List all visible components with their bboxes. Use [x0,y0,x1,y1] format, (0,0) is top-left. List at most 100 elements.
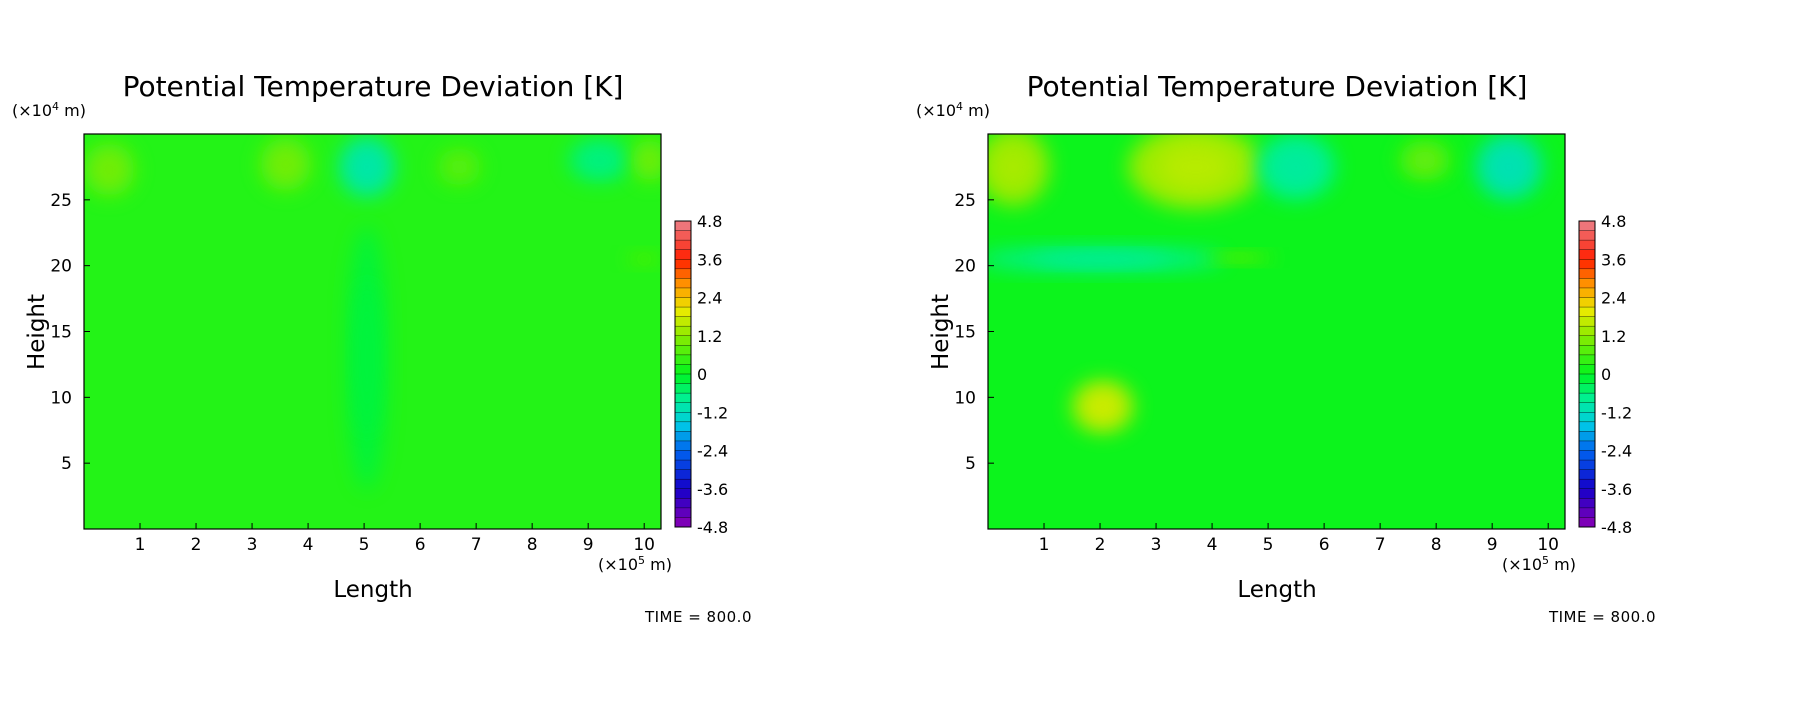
colorbar-tick-label: 1.2 [1601,327,1626,346]
colorbar-band [1579,240,1595,250]
colorbar-band [1579,335,1595,346]
y-tick-label: 25 [954,191,976,211]
x-tick-label: 6 [1319,535,1330,555]
x-tick-label: 4 [1207,535,1218,555]
y-axis-title: Height [928,294,954,370]
colorbar-tick-label: 3.6 [1601,250,1626,269]
colorbar-band [1579,450,1595,461]
colorbar-band [1579,393,1595,403]
colorbar-band [1579,412,1595,423]
colorbar-band [1579,364,1595,375]
colorbar-band [1579,469,1595,480]
colorbar-tick-label: -4.8 [1601,518,1632,537]
plot-panel-left: Potential Temperature Deviation [K] (×104… [12,70,752,626]
x-tick-label: 9 [1487,535,1498,555]
heatmap-feature-core-6 [1085,392,1120,422]
colorbar-band [675,345,691,356]
x-tick-label: 2 [191,535,202,555]
x-tick-label: 10 [633,535,655,555]
y-tick-label: 20 [954,257,976,277]
colorbar-tick-label: 1.2 [697,327,722,346]
colorbar-band [675,374,691,384]
colorbar-tick-label: -1.2 [1601,403,1632,422]
colorbar-tick-label: 4.8 [1601,212,1626,231]
heatmap-feature-core-5 [640,148,660,172]
colorbar-band [1579,374,1595,384]
x-tick-label: 8 [527,535,538,555]
colorbar-band [1579,354,1595,365]
colorbar-band [675,517,691,528]
heatmap-feature-core-6 [356,285,378,431]
x-unit-label: (×105 m) [598,554,672,574]
colorbar-band [1579,460,1595,470]
colorbar-band [675,402,691,413]
colorbar-band [1579,431,1595,442]
colorbar-tick-label: -1.2 [697,403,728,422]
heatmap-feature-core-3 [1411,149,1439,172]
heatmap-feature-core-4 [1490,148,1528,186]
colorbar-band [675,326,691,337]
colorbar-band [1579,479,1595,490]
y-unit-label: (×104 m) [916,100,990,120]
time-label: TIME = 800.0 [644,608,752,626]
colorbar-band [675,297,691,308]
x-axis-title: Length [1237,577,1316,603]
x-tick-label: 3 [1151,535,1162,555]
heatmap-feature-core-7 [634,255,654,263]
heatmap-feature-core-4 [582,148,617,172]
colorbar-band [1579,507,1595,518]
colorbar-band [1579,268,1595,279]
colorbar-band [675,278,691,289]
colorbar-tick-label: -3.6 [697,480,728,499]
y-tick-label: 25 [50,191,72,211]
heatmap-feature-core-0 [95,155,124,185]
y-tick-label: 5 [965,454,976,474]
plot-panel-right: Potential Temperature Deviation [K] (×104… [904,0,1808,724]
colorbar-band [675,221,691,231]
x-tick-label: 8 [1431,535,1442,555]
colorbar-band [675,421,691,432]
colorbar-band [675,431,691,442]
y-unit-label: (×104 m) [12,100,86,120]
colorbar-band [675,230,691,241]
colorbar-frame [674,220,692,528]
chart-right: Potential Temperature Deviation [K] (×104… [916,70,1656,626]
y-tick-label: 20 [50,257,72,277]
x-tick-label: 7 [1375,535,1386,555]
colorbar-band [675,498,691,509]
colorbar-band [675,469,691,480]
colorbar-band [675,460,691,470]
colorbar-tick-label: -2.4 [1601,442,1632,461]
colorbar-band [1579,402,1595,413]
x-tick-label: 9 [583,535,594,555]
heatmap-feature-core-2 [1274,148,1318,186]
x-tick-label: 2 [1095,535,1106,555]
colorbar-band [675,249,691,260]
colorbar-band [1579,316,1595,327]
x-tick-label: 1 [135,535,146,555]
x-tick-label: 5 [1263,535,1274,555]
colorbar-tick-label: -2.4 [697,442,728,461]
y-tick-label: 10 [50,388,72,408]
colorbar-band [675,354,691,365]
colorbar-band [1579,287,1595,298]
colorbar-band [1579,421,1595,432]
colorbar-band [675,450,691,461]
colorbar-band [1579,517,1595,528]
colorbar-band [675,307,691,317]
x-tick-label: 1 [1039,535,1050,555]
colorbar-band [675,393,691,403]
chart-left: Potential Temperature Deviation [K] (×104… [12,70,752,626]
y-tick-label: 5 [61,454,72,474]
colorbar-band [675,259,691,270]
x-tick-label: 6 [415,535,426,555]
time-label: TIME = 800.0 [1548,608,1656,626]
colorbar-tick-label: 2.4 [1601,289,1626,308]
x-tick-label: 5 [359,535,370,555]
colorbar-band [1579,488,1595,499]
colorbar-band [1579,345,1595,356]
heatmap-feature-core-2 [351,150,383,184]
colorbar-band [1579,498,1595,509]
colorbar-band [1579,383,1595,394]
colorbar-tick-label: 2.4 [697,289,722,308]
